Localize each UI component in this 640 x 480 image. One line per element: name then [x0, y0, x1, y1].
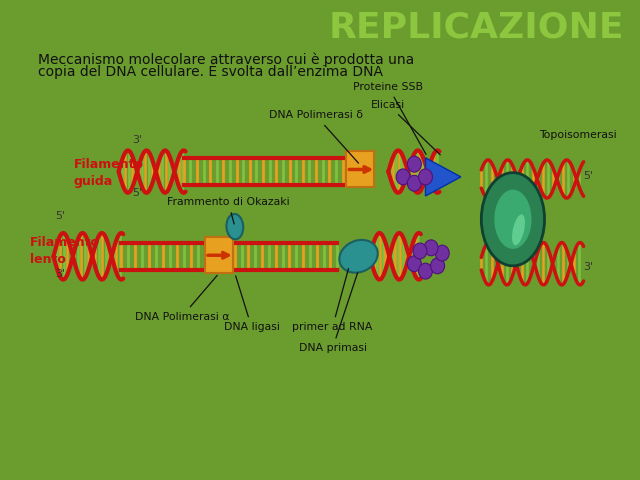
Circle shape	[435, 245, 449, 261]
Text: copia del DNA cellulare. È svolta dall’enzima DNA: copia del DNA cellulare. È svolta dall’e…	[38, 62, 383, 79]
Ellipse shape	[339, 240, 378, 273]
Text: Topoisomerasi: Topoisomerasi	[539, 130, 616, 140]
Text: 5': 5'	[132, 188, 143, 198]
Circle shape	[408, 156, 421, 172]
Text: DNA primasi: DNA primasi	[298, 273, 367, 353]
FancyBboxPatch shape	[205, 237, 233, 273]
Text: lento: lento	[30, 253, 66, 266]
Circle shape	[419, 263, 433, 279]
Text: Filamento: Filamento	[30, 236, 100, 249]
Ellipse shape	[512, 215, 525, 245]
Text: 3': 3'	[584, 262, 594, 272]
Ellipse shape	[481, 173, 545, 266]
Text: REPLICAZIONE: REPLICAZIONE	[329, 11, 625, 45]
Text: primer ad RNA: primer ad RNA	[292, 268, 372, 332]
Text: Meccanismo molecolare attraverso cui è prodotta una: Meccanismo molecolare attraverso cui è p…	[38, 53, 415, 67]
Text: DNA Polimerasi α: DNA Polimerasi α	[134, 276, 229, 322]
Circle shape	[424, 240, 438, 256]
Text: Filamento: Filamento	[74, 158, 144, 171]
Ellipse shape	[494, 190, 532, 249]
Text: 3': 3'	[132, 135, 143, 145]
FancyBboxPatch shape	[346, 152, 374, 188]
Circle shape	[396, 169, 410, 185]
Text: DNA ligasi: DNA ligasi	[223, 276, 280, 332]
Polygon shape	[426, 158, 461, 196]
Text: Frammento di Okazaki: Frammento di Okazaki	[167, 197, 290, 224]
Circle shape	[408, 175, 421, 191]
Text: 5': 5'	[56, 211, 65, 221]
Circle shape	[408, 256, 421, 272]
Circle shape	[419, 169, 433, 185]
Circle shape	[431, 258, 445, 274]
Text: Proteine SSB: Proteine SSB	[353, 82, 426, 155]
Text: 3': 3'	[56, 269, 65, 279]
Text: 5': 5'	[584, 171, 594, 181]
Ellipse shape	[227, 214, 243, 240]
Circle shape	[413, 243, 427, 259]
Text: Elicasi: Elicasi	[371, 100, 440, 155]
Text: DNA Polimerasi δ: DNA Polimerasi δ	[269, 110, 363, 163]
Text: guida: guida	[74, 175, 113, 188]
